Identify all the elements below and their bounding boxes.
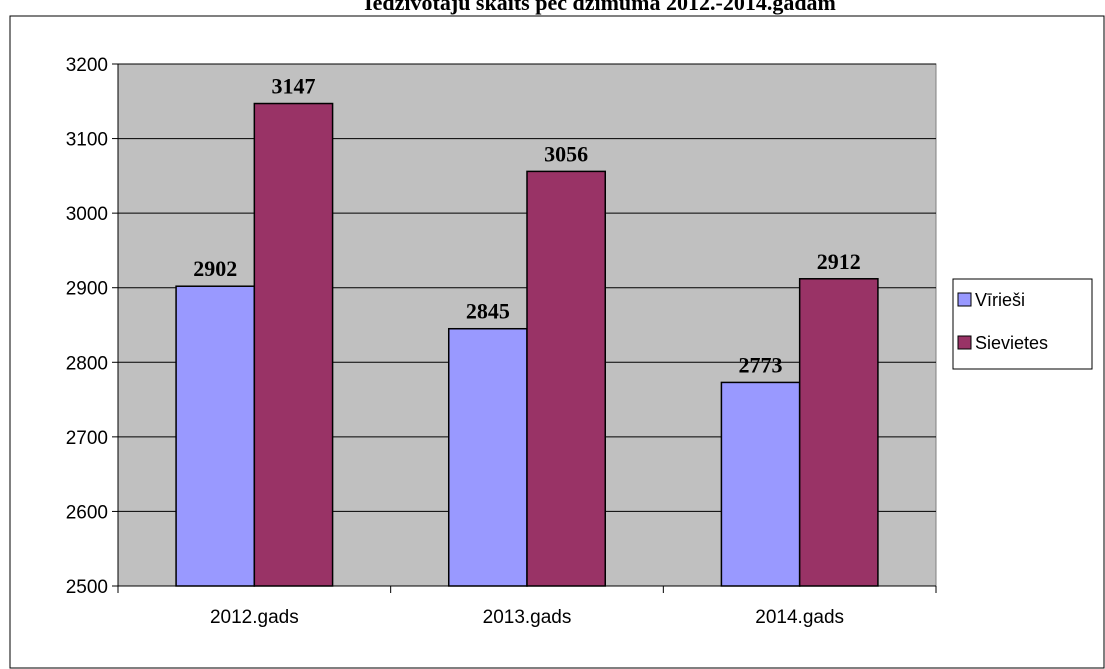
y-tick-label: 2800 — [66, 353, 108, 374]
y-tick-label: 3200 — [66, 55, 108, 76]
legend-label: Vīrieši — [975, 290, 1025, 310]
legend: Vīrieši Sievietes — [952, 278, 1093, 370]
x-tick-label: 2012.gads — [210, 607, 299, 628]
legend-label: Sievietes — [975, 333, 1048, 353]
y-tick-label: 2600 — [66, 502, 108, 523]
y-tick-label: 2900 — [66, 279, 108, 300]
bar-sievietes — [253, 102, 334, 587]
x-tick-label: 2014.gads — [755, 607, 844, 628]
bar-sievietes — [798, 278, 879, 587]
x-tick-label: 2013.gads — [483, 607, 572, 628]
data-label: 3056 — [544, 141, 588, 166]
bar-virie-si — [720, 381, 801, 587]
bar-virie-si — [175, 285, 256, 587]
data-label: 3147 — [271, 74, 315, 99]
axes: 2500 2600 2700 2800 2900 3000 3100 3200 2012.gad… — [66, 55, 937, 628]
data-labels: 2902 3147 2845 3056 2773 2912 — [193, 74, 861, 378]
data-label: 2912 — [817, 249, 861, 274]
data-label: 2902 — [193, 256, 237, 281]
y-tick-label: 3000 — [66, 204, 108, 225]
legend-box — [952, 278, 1093, 370]
chart-title: Iedzīvotāju skaits pēc dzimuma 2012.-201… — [364, 0, 836, 15]
bar-virie-si — [447, 327, 528, 587]
bars — [175, 102, 879, 587]
y-tick-label: 2500 — [66, 577, 108, 598]
legend-swatch — [957, 335, 972, 350]
data-label: 2845 — [466, 299, 510, 324]
data-label: 2773 — [739, 352, 783, 377]
bar-sievietes — [526, 170, 607, 587]
legend-swatch — [957, 292, 972, 307]
y-tick-label: 3100 — [66, 130, 108, 151]
y-tick-label: 2700 — [66, 428, 108, 449]
